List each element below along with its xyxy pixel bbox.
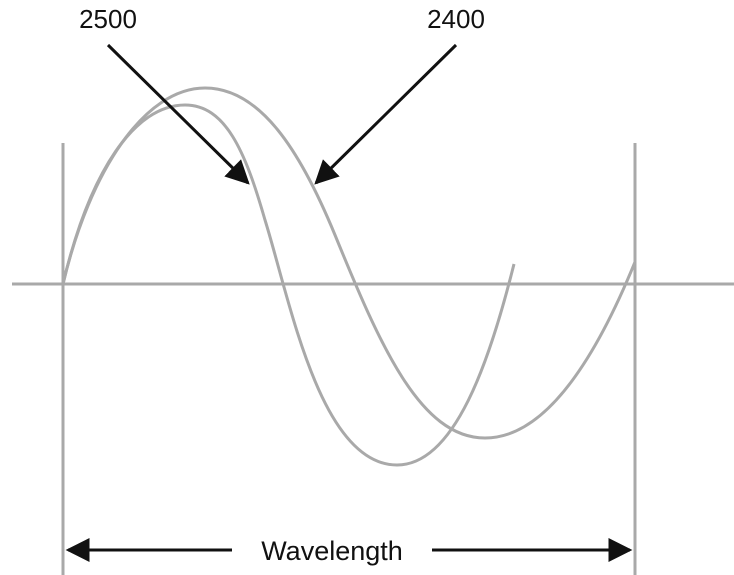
wave-2400 xyxy=(61,86,637,440)
label-2400: 2400 xyxy=(427,4,485,34)
pointer-arrow-2500 xyxy=(106,43,250,185)
label-wavelength: Wavelength xyxy=(261,536,403,566)
wave-2500 xyxy=(61,103,516,467)
label-2500: 2500 xyxy=(79,4,137,34)
pointer-arrow-2400 xyxy=(314,43,458,185)
